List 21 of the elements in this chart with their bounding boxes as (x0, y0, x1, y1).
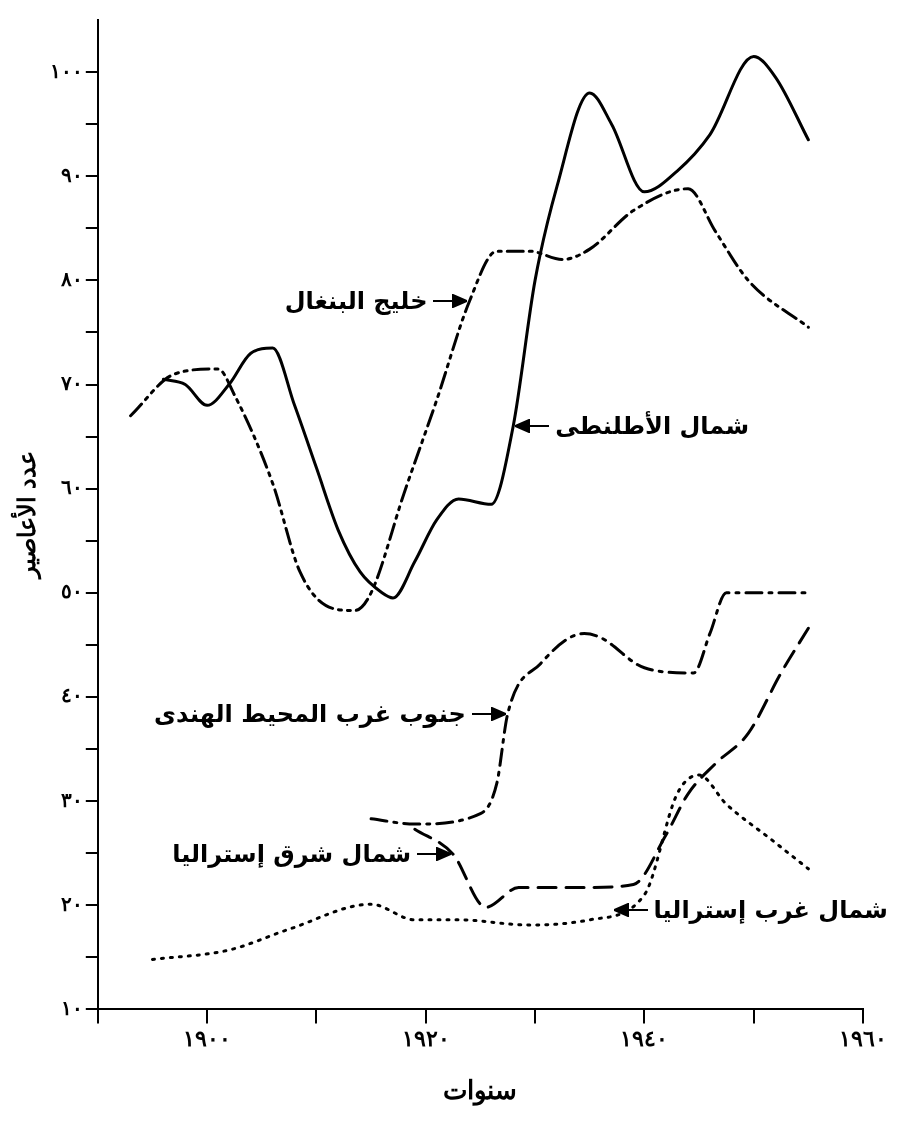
y-tick-label: ١٠ (60, 996, 83, 1019)
y-tick-label: ٢٠ (60, 892, 83, 915)
x-tick-label: ١٩٢٠ (401, 1025, 450, 1051)
annotation: خليج البنغال (284, 287, 428, 316)
annotation: جنوب غرب المحيط الهندى (154, 699, 466, 728)
y-tick-label: ٤٠ (60, 684, 83, 707)
annotation: شمال شرق إستراليا (172, 840, 412, 869)
y-tick-label: ٦٠ (60, 476, 83, 499)
annotation: شمال غرب إستراليا (653, 896, 888, 925)
y-tick-label: ٩٠ (60, 163, 83, 186)
y-tick-label: ٥٠ (60, 580, 83, 603)
y-axis-title: عدد الأعاصير (10, 451, 43, 581)
y-tick-label: ٨٠ (59, 267, 83, 290)
y-tick-label: ٧٠ (59, 372, 83, 395)
x-tick-label: ١٩٠٠ (183, 1025, 232, 1051)
x-tick-label: ١٩٤٠ (620, 1025, 669, 1051)
x-tick-label: ١٩٦٠ (839, 1025, 887, 1051)
x-axis-title: سنوات (443, 1074, 518, 1106)
annotation: شمال الأطلنطى (555, 412, 750, 441)
y-tick-label: ١٠٠ (49, 59, 83, 82)
y-tick-label: ٣٠ (60, 788, 83, 811)
